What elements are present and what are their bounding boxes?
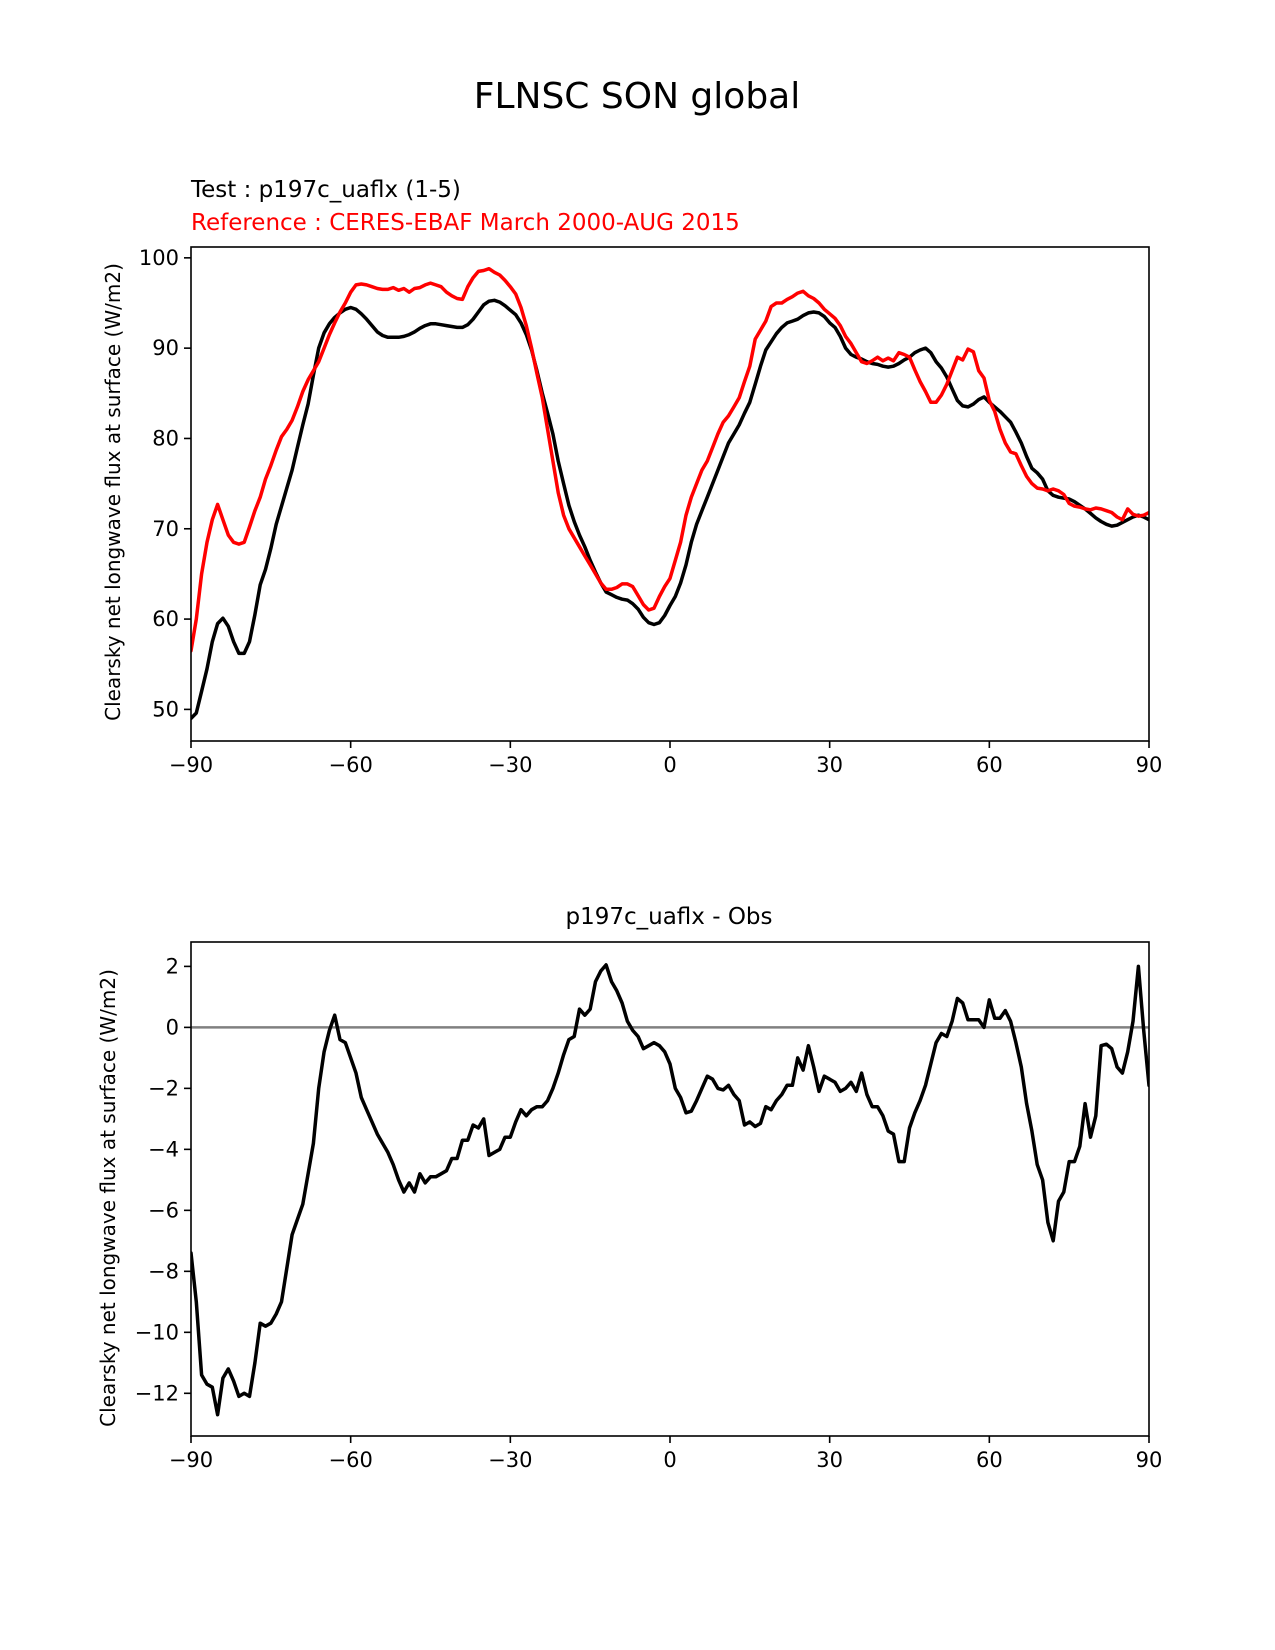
- bottom-x-tick-label: −90: [169, 1448, 213, 1472]
- bottom-panel: p197c_uaflx - Obs Clearsky net longwave …: [96, 904, 1162, 1472]
- bottom-x-tick-label: 60: [976, 1448, 1003, 1472]
- bottom-x-tick-label: 0: [663, 1448, 676, 1472]
- bottom-x-tick-label: −60: [329, 1448, 373, 1472]
- difference-series-line: [191, 963, 1149, 1417]
- top-y-tick-label: 100: [139, 246, 179, 270]
- bottom-y-tick-label: −12: [135, 1381, 179, 1405]
- bottom-x-tick-label: −30: [488, 1448, 532, 1472]
- top-plot-area: −90 −60 −30 0 30 60 90 50 60 70 80 90 100: [139, 246, 1162, 777]
- top-x-tick-label: 0: [663, 753, 676, 777]
- top-x-tick-label: −30: [488, 753, 532, 777]
- reference-series-line: [191, 266, 1149, 653]
- top-x-tick-label: 90: [1136, 753, 1163, 777]
- top-y-tick-label: 60: [152, 607, 179, 631]
- top-x-tick-label: 60: [976, 753, 1003, 777]
- reference-title: Reference : CERES-EBAF March 2000-AUG 20…: [191, 210, 740, 236]
- bottom-x-tick-label: 90: [1136, 1448, 1163, 1472]
- top-y-axis-label: Clearsky net longwave flux at surface (W…: [101, 263, 125, 721]
- bottom-x-tick-label: 30: [816, 1448, 843, 1472]
- figure-title: FLNSC SON global: [474, 76, 800, 117]
- bottom-y-axis-label: Clearsky net longwave flux at surface (W…: [96, 969, 120, 1427]
- bottom-y-tick-label: −8: [148, 1259, 179, 1283]
- top-y-tick-label: 70: [152, 517, 179, 541]
- top-x-tick-label: 30: [816, 753, 843, 777]
- top-y-tick-label: 50: [152, 697, 179, 721]
- bottom-y-tick-label: −2: [148, 1076, 179, 1100]
- top-panel: Test : p197c_uaflx (1-5) Reference : CER…: [101, 177, 1162, 777]
- top-x-tick-label: −60: [329, 753, 373, 777]
- bottom-y-tick-label: −4: [148, 1137, 179, 1161]
- bottom-y-tick-label: −10: [135, 1320, 179, 1344]
- top-x-tick-label: −90: [169, 753, 213, 777]
- bottom-plot-area: −90 −60 −30 0 30 60 90 −12 −10 −8 −6 −4 −2 0 2: [135, 941, 1163, 1472]
- bottom-y-tick-label: 0: [166, 1015, 179, 1039]
- top-y-tick-label: 90: [152, 336, 179, 360]
- bottom-y-tick-label: 2: [166, 954, 179, 978]
- test-title: Test : p197c_uaflx (1-5): [190, 177, 461, 203]
- top-y-tick-label: 80: [152, 426, 179, 450]
- bottom-y-tick-label: −6: [148, 1198, 179, 1222]
- difference-title: p197c_uaflx - Obs: [565, 904, 772, 930]
